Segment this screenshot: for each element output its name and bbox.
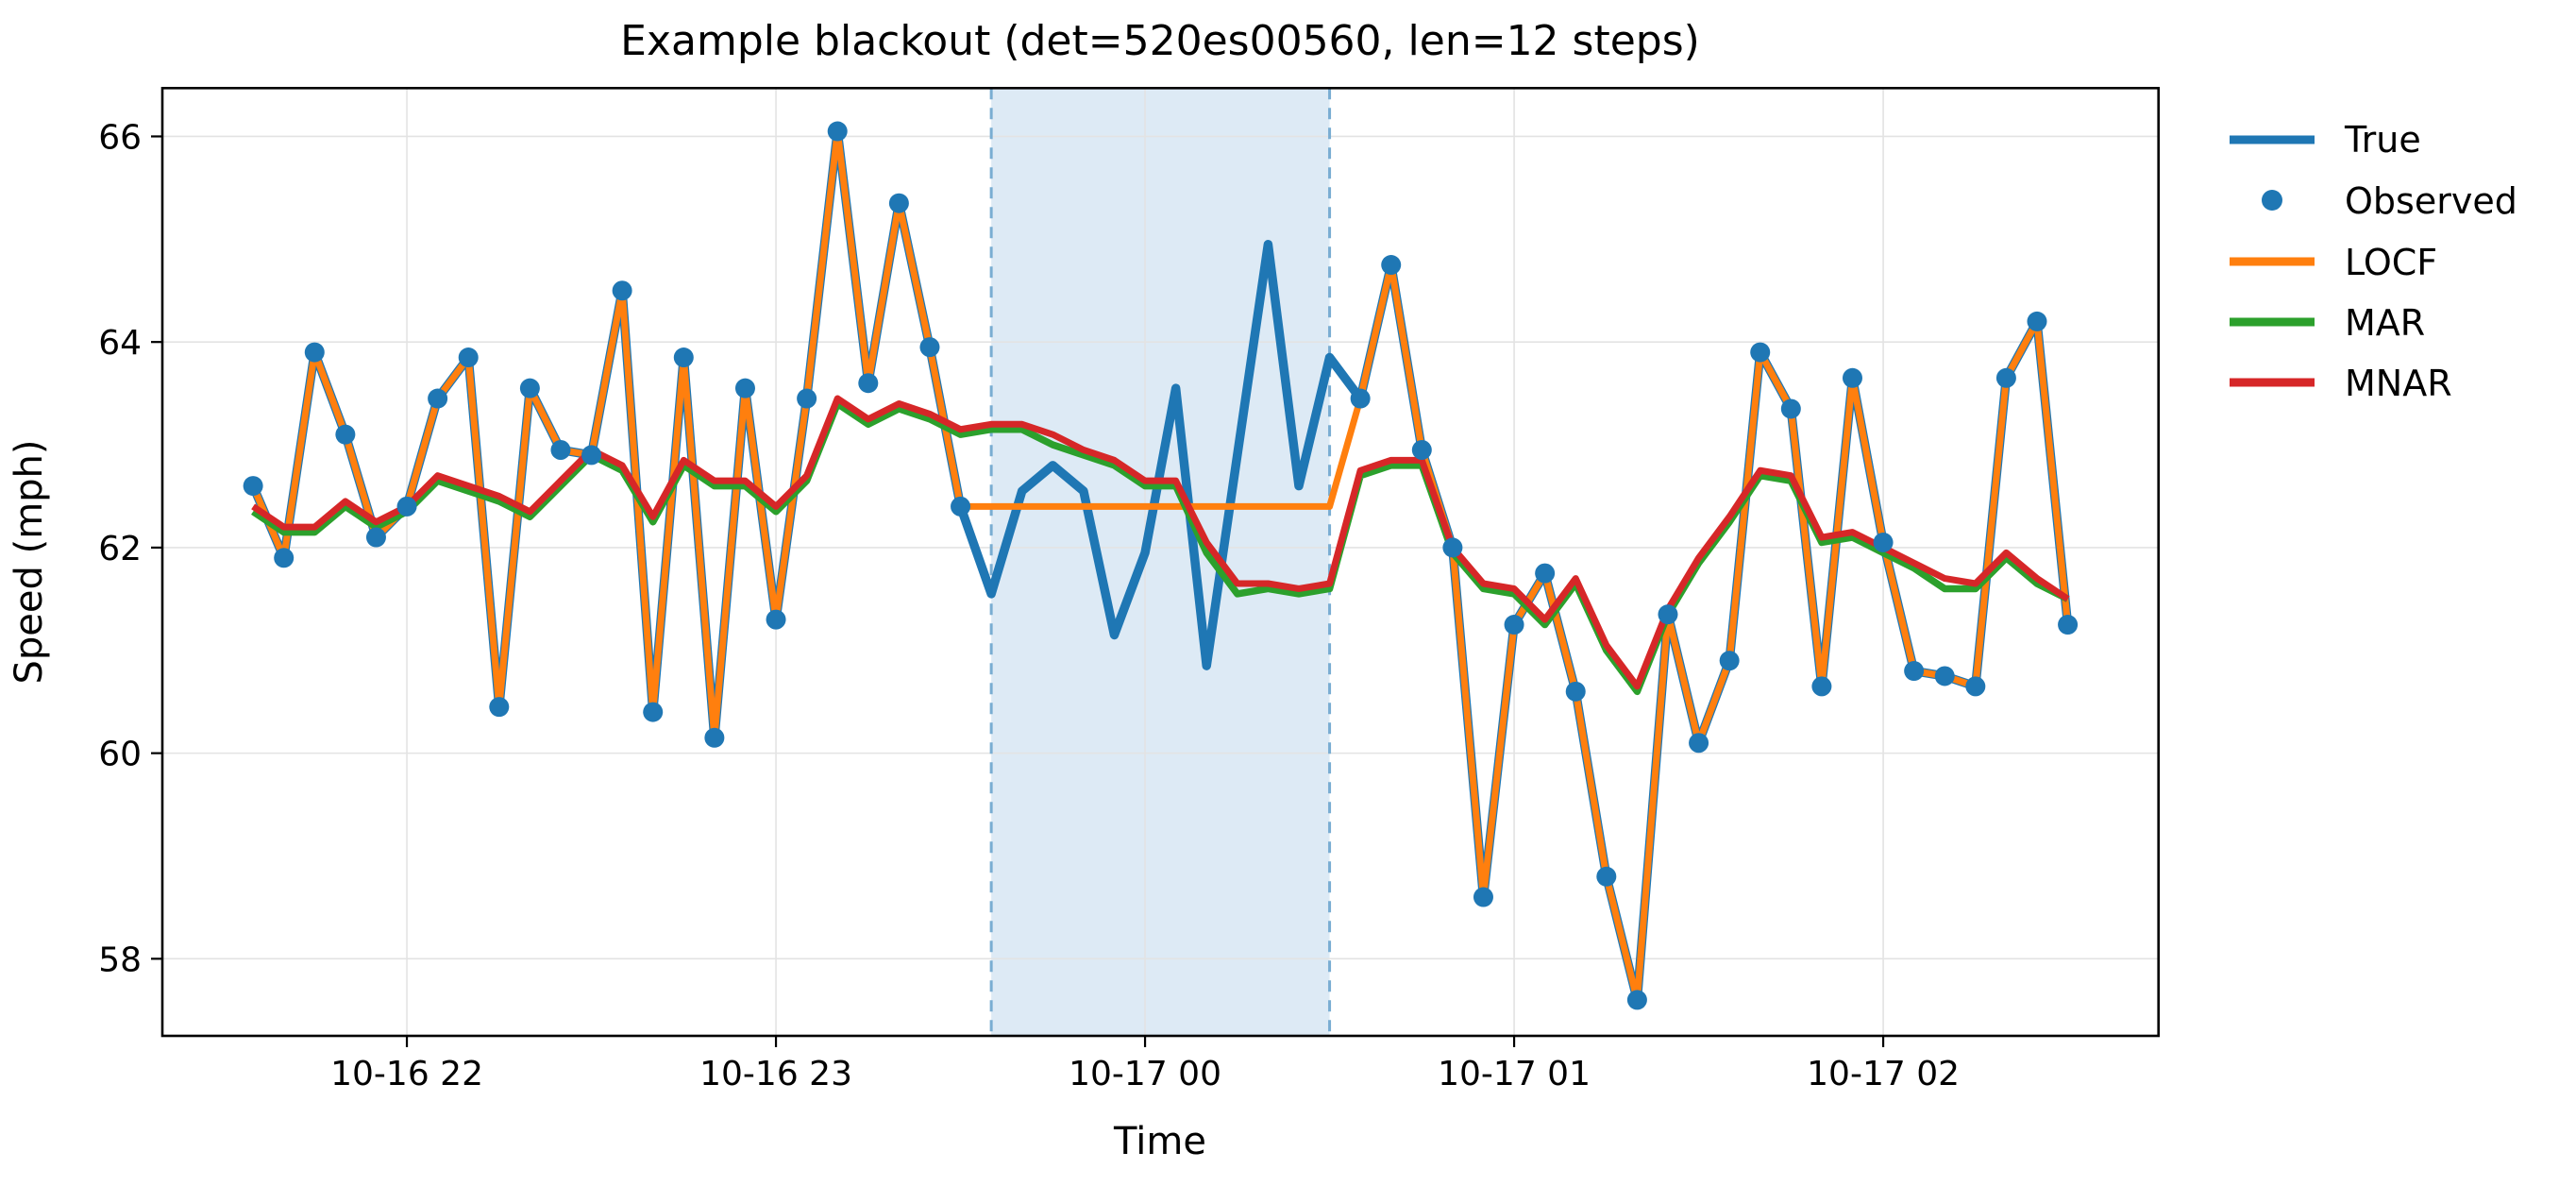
observed-dot [1934,666,1955,686]
series-mnar-line [251,395,2070,690]
observed-dot [1381,255,1402,276]
observed-dot [1504,615,1524,635]
observed-dot [1965,676,1986,697]
observed-dot [827,121,848,142]
x-tick-label: 10-17 01 [1438,1055,1591,1093]
axes-border [160,87,2160,1038]
observed-dot [1626,990,1647,1010]
observed-dot [673,347,694,368]
chart-title: Example blackout (det=520es00560, len=12… [620,17,1700,65]
observed-dot [1411,439,1432,460]
observed-dot [888,193,909,213]
legend-item-observed: Observed [2262,180,2517,222]
observed-dot [335,424,356,445]
observed-dot [1995,367,2016,388]
observed-dot [365,527,386,548]
legend-item-locf: LOCF [2230,242,2437,283]
observed-dot [1719,651,1740,671]
legend-label-mnar: MNAR [2345,363,2452,404]
observed-dot [1904,661,1925,682]
observed-dot [489,697,510,718]
x-tick-label: 10-16 23 [699,1055,852,1093]
legend-label-true: True [2344,119,2421,161]
series-locf-line [249,127,2072,1004]
observed-dot [581,445,602,466]
y-tick-label: 58 [98,940,142,979]
observed-dot [704,727,725,748]
observed-dot [1811,676,1832,697]
observed-dots-layer [243,121,2079,1010]
observed-dot [1750,342,1771,363]
y-tick-label: 62 [98,530,142,568]
observed-dot [550,439,571,460]
observed-dot [951,496,971,517]
x-tick-label: 10-17 02 [1807,1055,1960,1093]
observed-dot [766,609,786,630]
observed-dot [519,378,540,398]
legend: True Observed LOCF MAR MNAR [2230,119,2517,404]
observed-dot [1873,532,1894,552]
observed-dot [612,280,632,301]
gridline-layer [162,88,2159,1036]
legend-swatch-observed-dot [2262,190,2282,211]
observed-dot [396,496,417,517]
x-tick-label: 10-16 22 [330,1055,483,1093]
x-axis-label: Time [1113,1120,1206,1163]
legend-item-true: True [2230,119,2421,161]
observed-dot [1473,887,1493,907]
y-tick-label: 64 [98,324,142,363]
observed-dot [1596,866,1617,887]
observed-dot [919,337,940,358]
observed-dot [458,347,479,368]
observed-dot [2058,615,2079,635]
observed-dot [1442,537,1463,558]
legend-item-mnar: MNAR [2230,363,2452,404]
observed-dot [643,702,664,722]
observed-dot [1350,388,1371,409]
legend-label-mar: MAR [2345,302,2425,344]
legend-label-locf: LOCF [2345,242,2437,283]
observed-dot [1842,367,1862,388]
x-tick-label: 10-17 00 [1069,1055,1221,1093]
y-tick-label: 60 [98,736,142,774]
observed-dot [2027,311,2047,331]
observed-dot [274,548,295,568]
y-axis-label: Speed (mph) [8,439,51,684]
observed-dot [1689,733,1709,754]
y-tick-label: 66 [98,118,142,157]
observed-dot [304,342,325,363]
observed-dot [428,388,448,409]
observed-dot [1658,604,1678,625]
series-mar-line [251,399,2070,696]
observed-dot [1780,398,1801,419]
tick-layer: 10-16 22 10-16 23 10-17 00 10-17 01 10-17 02… [98,118,1960,1093]
legend-label-observed: Observed [2345,180,2517,222]
observed-dot [1565,681,1586,702]
observed-dot [1535,563,1556,584]
series-layer [248,127,2073,1005]
blackout-band [991,88,1330,1037]
observed-dot [858,373,879,394]
observed-dot [734,378,755,398]
observed-dot [797,388,817,409]
axes-layer [160,87,2160,1038]
observed-dot [243,476,263,497]
blackout-band-layer [991,88,1330,1037]
legend-item-mar: MAR [2230,302,2425,344]
